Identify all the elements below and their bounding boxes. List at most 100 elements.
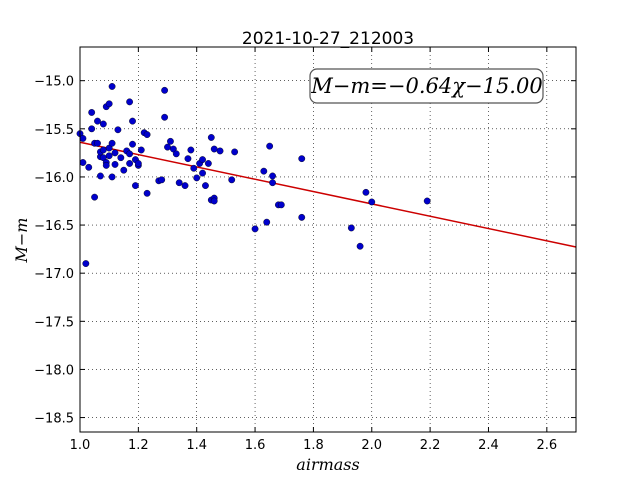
data-point — [129, 117, 136, 125]
data-point — [143, 131, 151, 138]
data-point — [210, 197, 218, 205]
fit-line — [79, 141, 577, 248]
data-point — [79, 135, 87, 142]
data-point — [187, 146, 195, 154]
x-tick-label: 1.2 — [128, 438, 149, 453]
fit-line-group — [79, 141, 577, 248]
data-point — [260, 167, 268, 175]
data-point — [126, 160, 134, 167]
data-point — [210, 145, 218, 153]
x-tick-label: 2.6 — [536, 438, 557, 453]
data-point — [172, 150, 180, 158]
fit-annotation: M−m=−0.64χ−15.00 — [309, 68, 544, 104]
data-point — [167, 137, 174, 145]
data-point — [99, 120, 107, 128]
data-point — [132, 182, 139, 190]
data-point — [126, 98, 134, 106]
data-point — [117, 154, 125, 162]
data-point — [266, 142, 274, 150]
y-tick-label: −18.0 — [34, 363, 74, 378]
data-point — [356, 242, 364, 250]
data-point — [108, 173, 116, 181]
data-point — [298, 213, 306, 221]
data-point — [105, 152, 113, 160]
data-point — [164, 143, 171, 151]
data-point — [228, 176, 236, 184]
x-ticks: 1.0 1.2 1.4 1.6 1.8 2.0 2.2 2.4 2.6 — [70, 47, 557, 453]
data-point — [199, 156, 206, 164]
data-point — [362, 188, 370, 196]
data-point — [111, 149, 119, 157]
data-point — [190, 164, 198, 172]
data-point — [94, 139, 101, 147]
x-tick-label: 1.6 — [245, 438, 266, 453]
data-point — [111, 161, 119, 168]
data-point — [263, 218, 271, 226]
y-tick-label: −17.0 — [34, 267, 74, 282]
data-point — [143, 189, 151, 197]
data-point — [97, 172, 104, 180]
data-point — [277, 201, 285, 209]
data-point — [99, 146, 107, 154]
data-point — [175, 179, 183, 187]
grid — [79, 47, 576, 432]
y-tick-label: −15.0 — [34, 75, 74, 90]
data-point — [91, 193, 98, 201]
x-axis-label: airmass — [296, 455, 359, 474]
y-tick-label: −16.5 — [34, 219, 74, 234]
data-point — [368, 198, 376, 206]
data-point — [126, 150, 134, 158]
x-tick-label: 1.0 — [70, 438, 91, 453]
annotation-text: M−m=−0.64χ−15.00 — [310, 74, 542, 98]
data-point — [108, 139, 116, 147]
x-tick-label: 2.2 — [420, 438, 441, 453]
data-point — [423, 197, 431, 205]
data-point — [269, 179, 276, 187]
x-tick-label: 2.0 — [361, 438, 382, 453]
y-tick-label: −15.5 — [34, 123, 74, 138]
data-point — [129, 140, 136, 148]
data-point — [88, 109, 96, 116]
data-point — [193, 174, 201, 182]
data-point — [114, 126, 122, 134]
chart-title: 2021-10-27_212003 — [242, 29, 414, 49]
data-point — [207, 134, 215, 141]
data-point — [120, 166, 128, 174]
data-point — [161, 113, 169, 121]
data-point — [137, 146, 145, 154]
annotation-box — [309, 68, 544, 104]
data-point — [231, 148, 239, 156]
data-point — [158, 176, 166, 184]
data-point — [347, 224, 355, 232]
data-point — [134, 160, 142, 167]
data-point — [108, 83, 116, 90]
points-group — [76, 83, 431, 267]
x-tick-label: 2.4 — [478, 438, 499, 453]
data-point — [199, 169, 206, 177]
data-point — [79, 159, 87, 166]
data-point — [85, 163, 93, 171]
data-point — [102, 161, 110, 169]
y-axis-label: M−m — [12, 218, 31, 264]
data-point — [181, 182, 189, 190]
data-point — [251, 225, 259, 233]
data-point — [269, 172, 276, 180]
plot-frame — [79, 46, 577, 433]
data-point — [94, 117, 101, 125]
data-point — [298, 155, 306, 163]
data-point — [204, 160, 212, 167]
data-point — [105, 100, 113, 108]
x-tick-label: 1.8 — [303, 438, 324, 453]
data-point — [161, 86, 169, 94]
data-point — [82, 260, 90, 267]
x-tick-label: 1.4 — [186, 438, 207, 453]
y-tick-label: −17.5 — [34, 315, 74, 330]
y-tick-label: −18.5 — [34, 412, 74, 427]
y-tick-label: −16.0 — [34, 171, 74, 186]
y-ticks: −15.0 −15.5 −16.0 −16.5 −17.0 −17.5 −18.0 −18.5 — [34, 75, 576, 427]
data-point — [202, 182, 209, 190]
data-point — [88, 125, 96, 133]
data-point — [216, 147, 224, 155]
data-point — [184, 155, 192, 163]
